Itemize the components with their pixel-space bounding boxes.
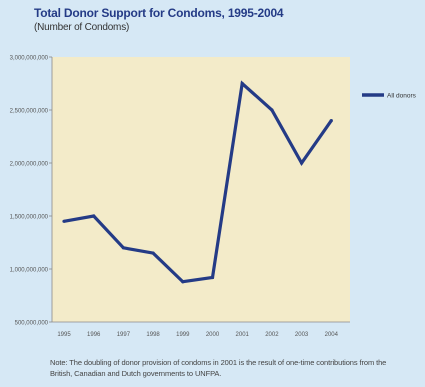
series-line (63, 80, 333, 284)
y-tick-label: 1,000,000,000 (10, 268, 49, 274)
x-tick-label: 2003 (295, 332, 309, 338)
x-tick-label: 2000 (206, 332, 220, 338)
data-point (210, 275, 215, 280)
y-tick-label: 500,000,000 (15, 321, 49, 327)
chart-title: Total Donor Support for Condoms, 1995-20… (34, 6, 284, 20)
y-tick-label: 2,500,000,000 (10, 109, 49, 115)
series-group (62, 80, 333, 284)
x-tick-label: 1998 (146, 332, 160, 338)
data-point (92, 214, 96, 218)
y-tick-label: 1,500,000,000 (10, 215, 49, 221)
y-tick-labels: 500,000,000 1,000,000,000 1,500,000,000 2,0… (10, 56, 52, 327)
x-tick-labels: 1995 1996 1997 1998 1999 2000 2001 2002 2003 2004 (57, 332, 338, 338)
data-point (300, 161, 304, 165)
legend: All donors (362, 93, 417, 100)
x-tick-label: 2002 (265, 332, 279, 338)
chart-note: Note: The doubling of donor provision of… (50, 358, 387, 378)
plot-area (52, 57, 350, 322)
data-point (181, 280, 185, 284)
data-point (62, 219, 66, 223)
y-tick-label: 2,000,000,000 (10, 162, 49, 168)
data-point (240, 81, 244, 86)
legend-label-all-donors: All donors (387, 93, 417, 100)
y-tick-label: 3,000,000,000 (10, 56, 49, 62)
chart-subtitle: (Number of Condoms) (34, 22, 130, 33)
x-tick-label: 2001 (236, 332, 250, 338)
data-point (151, 251, 155, 255)
x-tick-label: 1999 (176, 332, 190, 338)
data-point (121, 246, 125, 250)
data-point (270, 108, 274, 112)
x-tick-label: 1996 (87, 332, 101, 338)
x-tick-label: 1995 (57, 332, 71, 338)
x-tick-label: 1997 (117, 332, 131, 338)
x-tick-label: 2004 (325, 332, 339, 338)
data-point (329, 119, 333, 123)
